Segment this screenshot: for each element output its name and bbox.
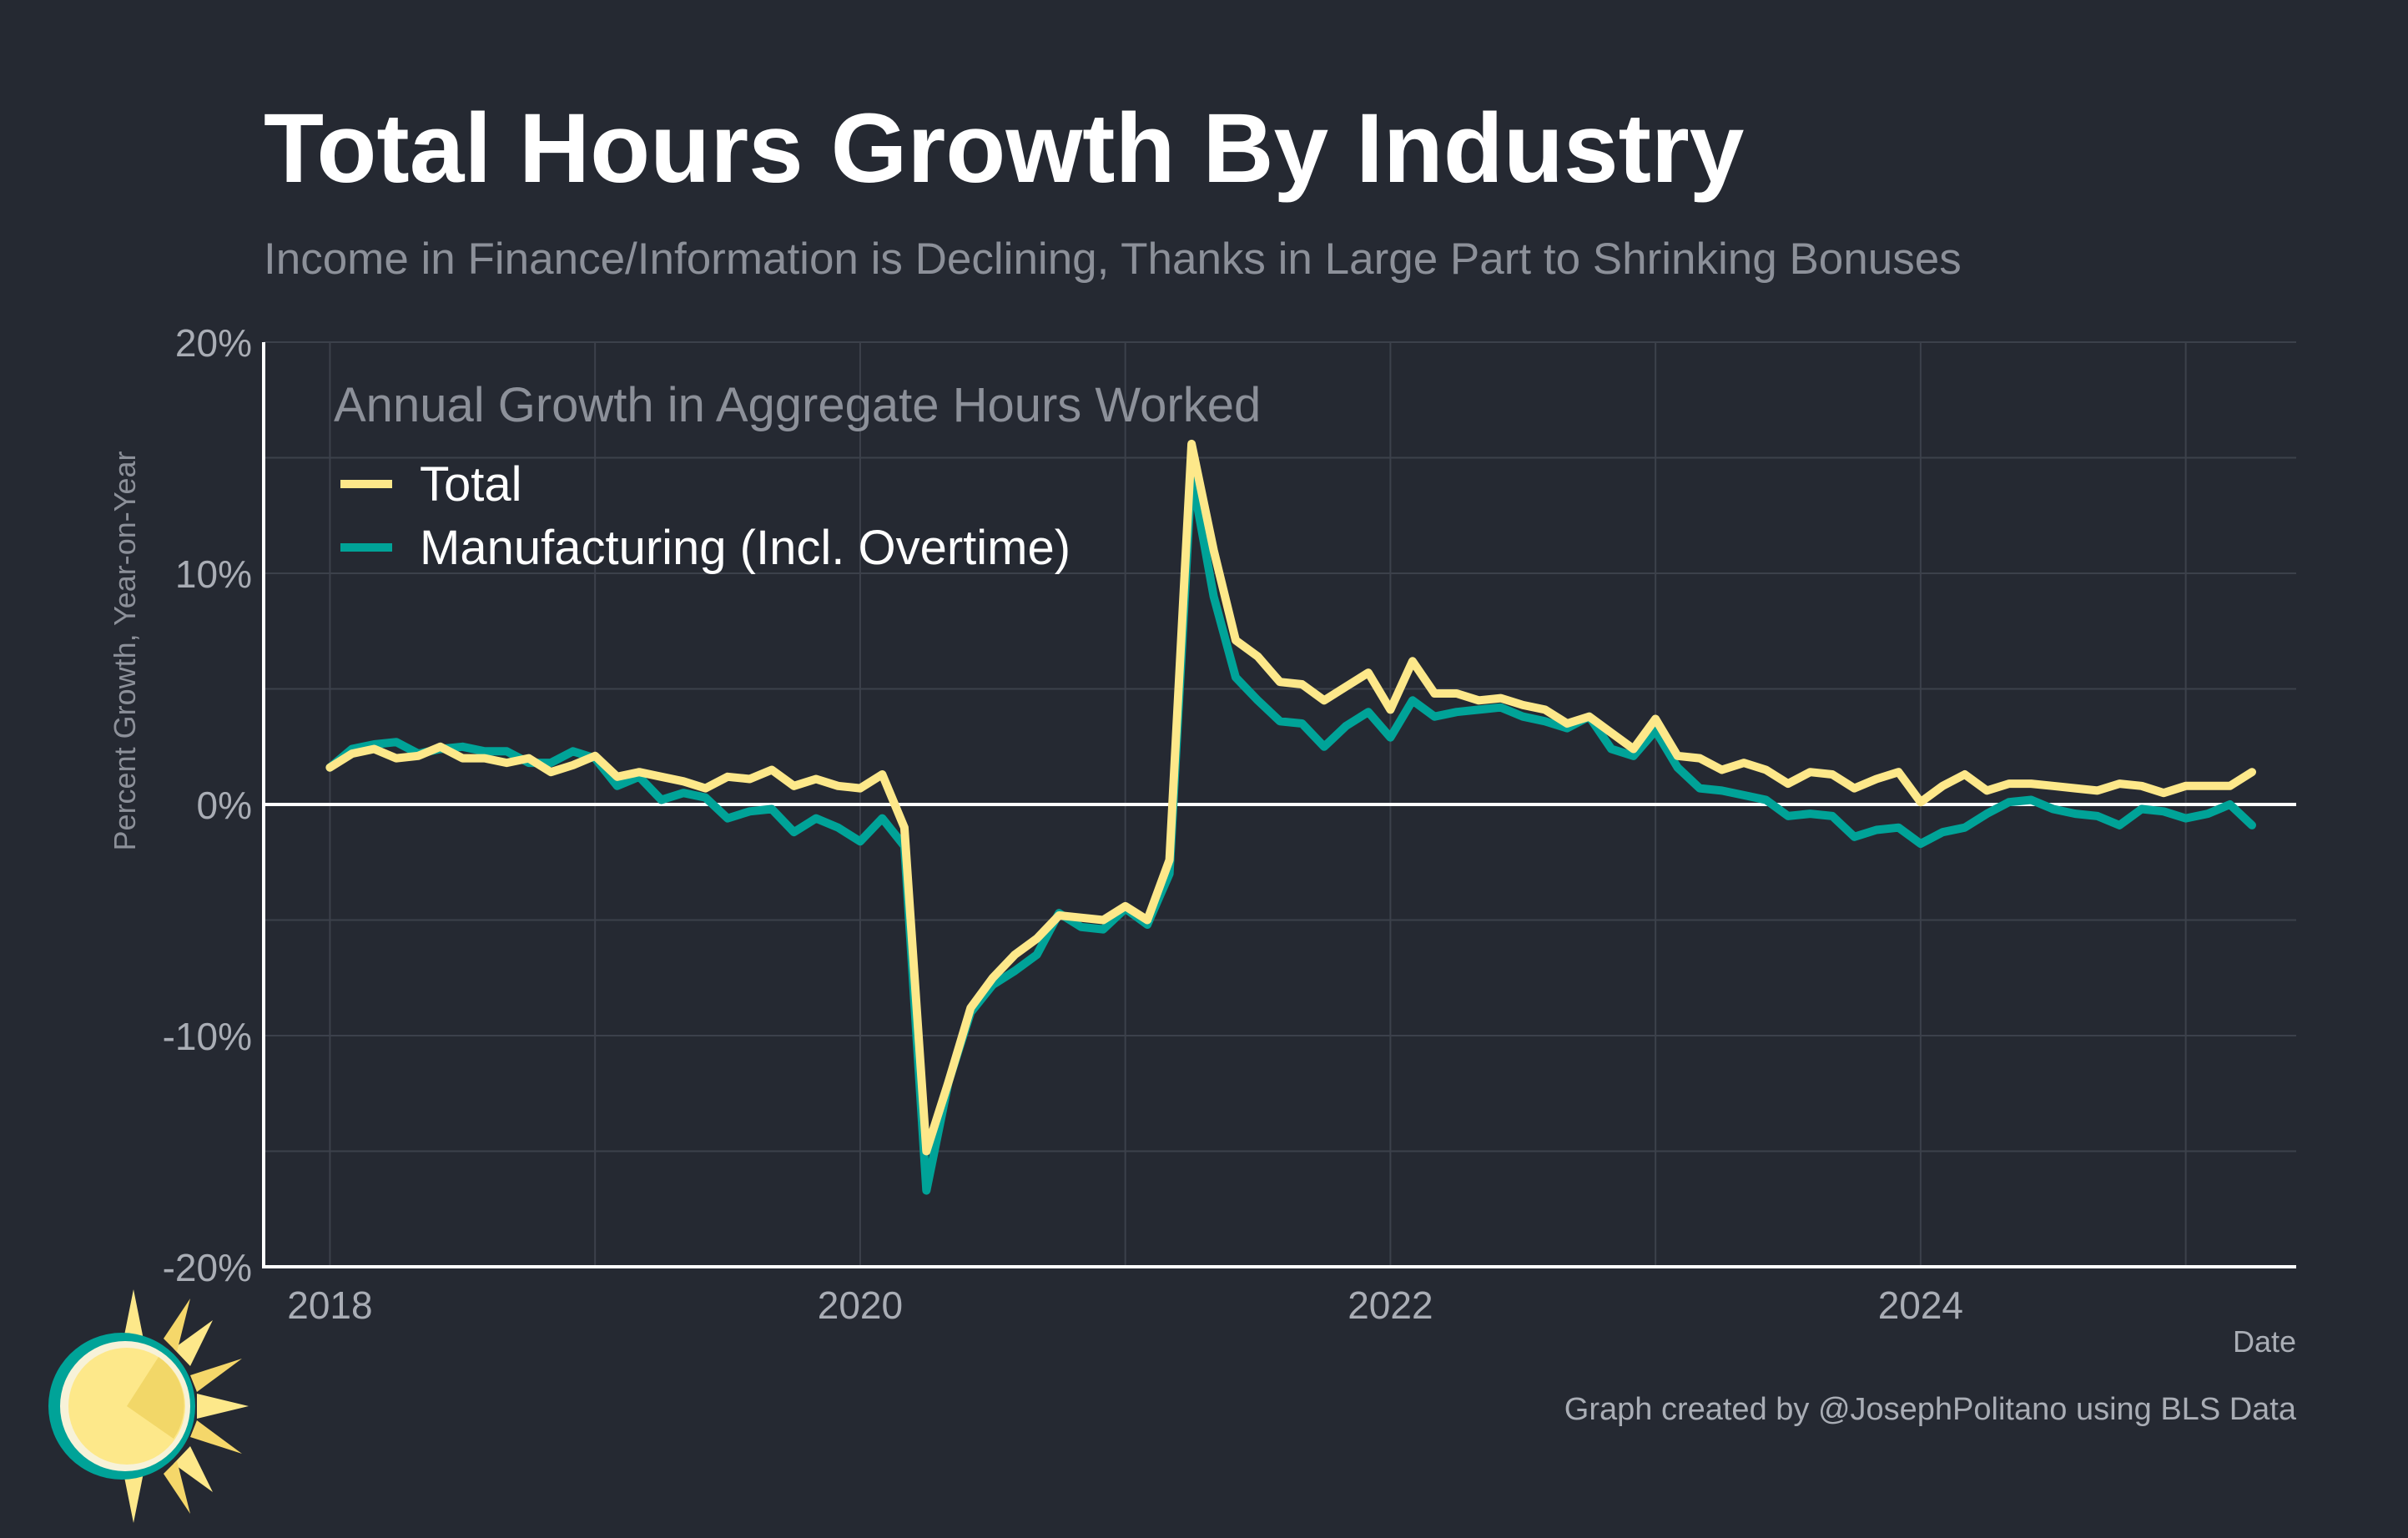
chart-title: Total Hours Growth By Industry [264, 93, 1744, 204]
x-tick-label: 2018 [287, 1283, 372, 1327]
x-tick-label: 2024 [1878, 1283, 1963, 1327]
chart-subtitle: Income in Finance/Information is Declini… [264, 234, 1962, 284]
sun-logo-icon [48, 1289, 249, 1523]
x-tick-label: 2022 [1348, 1283, 1433, 1327]
caption: Graph created by @JosephPolitano using B… [1564, 1392, 2297, 1427]
x-tick-label: 2020 [818, 1283, 903, 1327]
series-lines [325, 439, 2256, 1195]
axes: -20% -10% 0% 10% 20% 2018 2020 2022 2024 [163, 321, 2296, 1327]
legend-title: Annual Growth in Aggregate Hours Worked [334, 378, 1261, 432]
y-tick-label: 10% [175, 552, 252, 596]
legend-label-total: Total [420, 457, 522, 512]
series-line-total [325, 439, 2256, 1156]
legend-label-manufacturing: Manufacturing (Incl. Overtime) [420, 521, 1071, 575]
x-axis-label: Date [2233, 1324, 2296, 1359]
legend: Annual Growth in Aggregate Hours Worked … [334, 378, 1261, 575]
y-tick-label: 0% [197, 784, 252, 827]
y-axis-label: Percent Growth, Year-on-Year [108, 451, 142, 851]
y-tick-label: 20% [175, 321, 252, 365]
series-line-manufacturing [325, 469, 2256, 1195]
y-tick-label: -20% [163, 1246, 252, 1289]
y-tick-label: -10% [163, 1015, 252, 1058]
